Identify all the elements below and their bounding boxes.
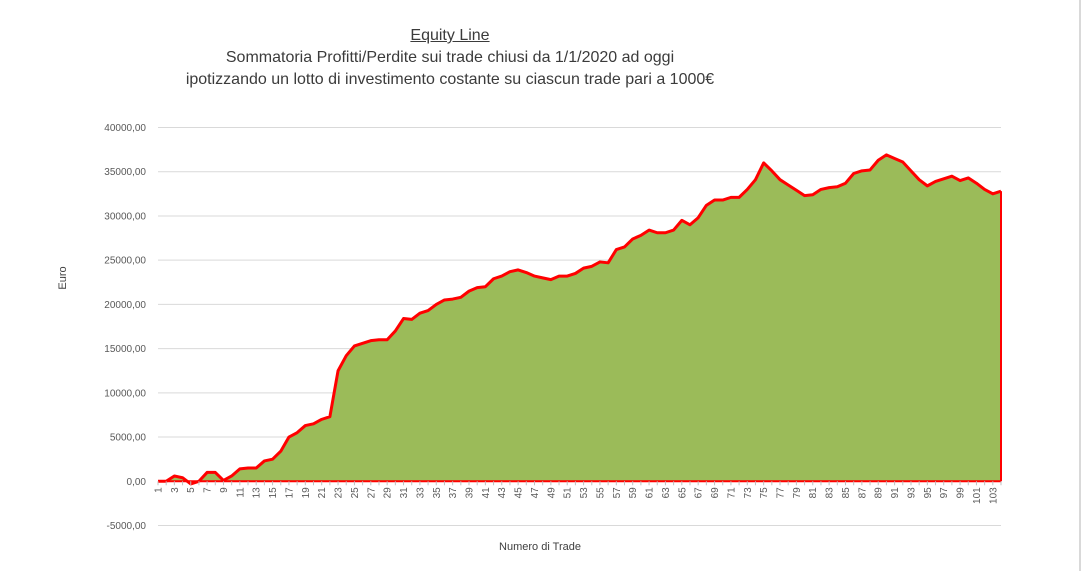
x-tick-label: 43 — [497, 487, 508, 499]
x-tick-label: 45 — [514, 487, 525, 499]
x-tick-label: 11 — [235, 487, 246, 498]
x-tick-label: 51 — [563, 487, 574, 499]
y-axis-label: Euro — [57, 266, 69, 290]
x-axis-label: Numero di Trade — [499, 541, 581, 553]
x-tick-label: 41 — [481, 487, 492, 499]
x-tick-label: 53 — [579, 487, 590, 499]
chart-subtitle-line-1: Sommatoria Profitti/Perdite sui trade ch… — [225, 49, 675, 66]
x-tick-label: 91 — [890, 487, 901, 499]
x-tick-label: 73 — [743, 487, 754, 499]
x-tick-label: 83 — [825, 487, 836, 499]
x-tick-label: 55 — [595, 487, 606, 499]
y-tick-label: 40000,00 — [104, 123, 146, 134]
x-tick-label: 49 — [546, 487, 557, 499]
x-tick-label: 23 — [334, 487, 345, 499]
equity-line — [158, 153, 1002, 486]
x-tick-label: 29 — [383, 487, 394, 499]
x-tick-label: 79 — [792, 487, 803, 499]
y-tick-label: -5000,00 — [107, 521, 147, 532]
x-tick-label: 101 — [972, 487, 983, 504]
x-tick-label: 99 — [956, 487, 967, 499]
x-tick-label: 15 — [268, 487, 279, 499]
x-tick-label: 61 — [645, 487, 656, 499]
x-tick-label: 75 — [759, 487, 770, 499]
x-tick-label: 21 — [317, 487, 328, 499]
x-tick-label: 89 — [874, 487, 885, 499]
equity-area-fill — [158, 154, 1001, 484]
x-tick-label: 35 — [432, 487, 443, 499]
window-edge — [1079, 0, 1081, 571]
x-tick-label: 63 — [661, 487, 672, 499]
x-tick-label: 87 — [857, 487, 868, 499]
x-tick-label: 77 — [776, 487, 787, 499]
y-axis-tick-labels: -5000,00 0,00 5000,00 10000,00 15000,00 20000… — [104, 123, 146, 532]
x-tick-label: 13 — [252, 487, 263, 499]
x-tick-label: 67 — [694, 487, 705, 499]
x-tick-label: 71 — [726, 487, 737, 499]
y-tick-label: 30000,00 — [104, 211, 146, 222]
x-tick-label: 95 — [923, 487, 934, 499]
x-tick-label: 19 — [301, 487, 312, 499]
y-tick-label: 10000,00 — [104, 388, 146, 399]
x-axis — [157, 191, 1002, 486]
x-tick-label: 17 — [284, 487, 295, 499]
x-tick-label: 65 — [677, 487, 688, 499]
x-tick-label: 33 — [415, 487, 426, 499]
x-tick-label: 69 — [710, 487, 721, 499]
x-tick-label: 59 — [628, 487, 639, 499]
x-tick-label: 5 — [186, 487, 197, 493]
x-tick-label: 39 — [465, 487, 476, 499]
chart-subtitle-line-2: ipotizzando un lotto di investimento cos… — [185, 71, 715, 88]
x-tick-label: 1 — [154, 487, 165, 493]
chart-title: Equity Line — [410, 27, 490, 44]
y-tick-label: 25000,00 — [104, 256, 146, 267]
x-tick-label: 7 — [203, 487, 214, 493]
x-tick-label: 93 — [906, 487, 917, 499]
x-tick-label: 25 — [350, 487, 361, 499]
y-tick-label: 20000,00 — [104, 300, 146, 311]
x-tick-label: 57 — [612, 487, 623, 499]
x-axis-tick-labels: 1 3 5 7 9 11 13 15 17 19 21 23 25 27 29 31 33 35 37 39 41 43 4… — [154, 487, 1000, 504]
x-tick-label: 103 — [988, 487, 999, 504]
x-tick-label: 31 — [399, 487, 410, 499]
y-tick-label: 35000,00 — [104, 167, 146, 178]
x-tick-label: 47 — [530, 487, 541, 499]
x-tick-label: 81 — [808, 487, 819, 499]
y-tick-label: 15000,00 — [104, 344, 146, 355]
x-tick-label: 85 — [841, 487, 852, 499]
y-tick-label: 5000,00 — [110, 433, 147, 444]
x-tick-label: 9 — [219, 487, 230, 493]
x-tick-label: 27 — [366, 487, 377, 499]
x-tick-label: 37 — [448, 487, 459, 499]
x-tick-label: 97 — [939, 487, 950, 499]
y-tick-label: 0,00 — [127, 477, 147, 488]
x-tick-label: 3 — [170, 487, 181, 493]
